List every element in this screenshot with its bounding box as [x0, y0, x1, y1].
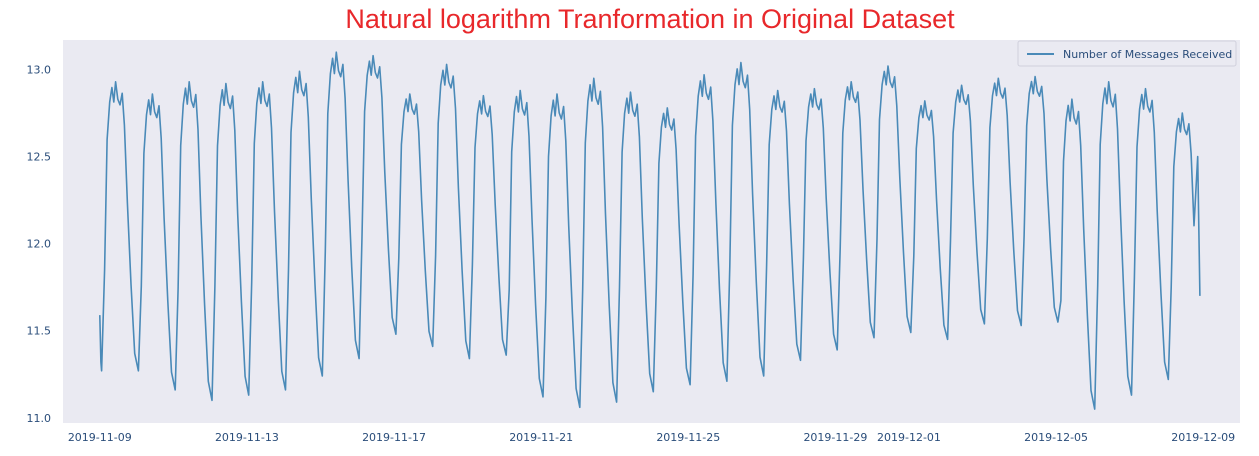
x-tick-label: 2019-12-09: [1171, 431, 1235, 444]
y-tick-label: 12.5: [27, 151, 52, 164]
legend-box: [1017, 40, 1237, 67]
x-tick-label: 2019-11-29: [803, 431, 867, 444]
series-line-number-of-messages-received: [99, 51, 1201, 410]
chart-title: Natural logarithm Tranformation in Origi…: [345, 4, 955, 34]
x-tick-label: 2019-11-21: [509, 431, 573, 444]
plot-area: [63, 40, 1240, 423]
y-tick-label: 12.0: [27, 238, 52, 251]
x-tick-label: 2019-11-13: [215, 431, 279, 444]
x-tick-label: 2019-11-17: [362, 431, 426, 444]
legend-label: Number of Messages Received: [1063, 48, 1232, 61]
x-axis-ticks: 2019-11-09 2019-11-13 2019-11-17 2019-11-21…: [68, 431, 1235, 444]
y-tick-label: 11.5: [27, 325, 52, 338]
y-tick-label: 11.0: [27, 412, 52, 425]
legend: Number of Messages Received: [1017, 40, 1237, 67]
y-axis-ticks: 11.0 11.5 12.0 12.5 13.0: [27, 64, 52, 425]
x-tick-label: 2019-11-25: [656, 431, 720, 444]
x-tick-label: 2019-11-09: [68, 431, 132, 444]
x-tick-label: 2019-12-05: [1024, 431, 1088, 444]
y-tick-label: 13.0: [27, 64, 52, 77]
x-tick-label: 2019-12-01: [877, 431, 941, 444]
